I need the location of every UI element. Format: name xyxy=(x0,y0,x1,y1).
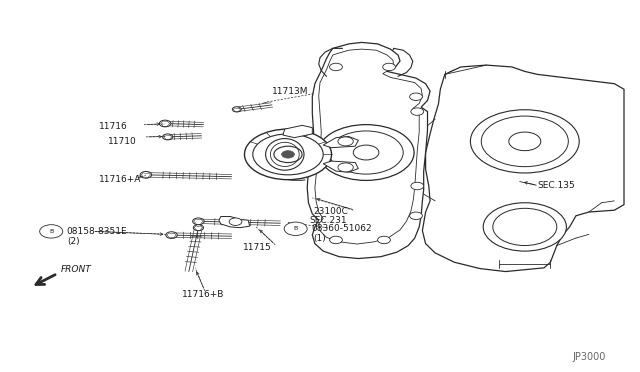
Circle shape xyxy=(483,203,566,251)
Circle shape xyxy=(193,218,204,225)
Circle shape xyxy=(353,145,379,160)
Text: 11710: 11710 xyxy=(108,137,136,146)
Text: SEC.135: SEC.135 xyxy=(538,182,575,190)
Text: 08158-8351E: 08158-8351E xyxy=(67,227,127,236)
Circle shape xyxy=(410,212,422,219)
Text: FRONT: FRONT xyxy=(61,265,92,274)
Text: 08360-51062: 08360-51062 xyxy=(311,224,372,233)
Circle shape xyxy=(411,108,424,115)
Text: B: B xyxy=(49,229,53,234)
Circle shape xyxy=(383,63,396,71)
Text: 11716: 11716 xyxy=(99,122,128,131)
Text: 23100C: 23100C xyxy=(314,207,348,216)
Text: 11713M: 11713M xyxy=(272,87,308,96)
Circle shape xyxy=(509,132,541,151)
Circle shape xyxy=(159,120,171,127)
Circle shape xyxy=(166,232,177,238)
Circle shape xyxy=(338,163,353,172)
Circle shape xyxy=(274,146,302,163)
Polygon shape xyxy=(283,125,312,138)
Circle shape xyxy=(330,236,342,244)
Circle shape xyxy=(253,134,323,175)
Polygon shape xyxy=(323,137,358,148)
Polygon shape xyxy=(422,65,624,272)
Polygon shape xyxy=(315,49,422,244)
Circle shape xyxy=(329,131,403,174)
Text: (2): (2) xyxy=(67,237,80,246)
Circle shape xyxy=(338,137,353,146)
Circle shape xyxy=(140,171,152,178)
Circle shape xyxy=(232,107,241,112)
Circle shape xyxy=(193,225,204,231)
Circle shape xyxy=(229,218,242,225)
Circle shape xyxy=(330,63,342,71)
Circle shape xyxy=(318,125,414,180)
Circle shape xyxy=(284,222,307,235)
Circle shape xyxy=(411,182,424,190)
Circle shape xyxy=(410,93,422,100)
Polygon shape xyxy=(219,217,250,228)
Circle shape xyxy=(244,129,332,180)
Text: SEC.231: SEC.231 xyxy=(309,217,347,225)
Text: (1): (1) xyxy=(314,234,326,243)
Circle shape xyxy=(163,134,173,140)
Text: 11715: 11715 xyxy=(243,243,272,252)
Circle shape xyxy=(493,208,557,246)
Polygon shape xyxy=(323,161,358,172)
Circle shape xyxy=(378,236,390,244)
Text: B: B xyxy=(294,226,298,231)
Circle shape xyxy=(470,110,579,173)
Circle shape xyxy=(481,116,568,167)
Text: 11716+B: 11716+B xyxy=(182,290,225,299)
Text: 11716+A: 11716+A xyxy=(99,175,141,184)
Circle shape xyxy=(282,151,294,158)
Polygon shape xyxy=(307,42,430,259)
Text: JP3000: JP3000 xyxy=(573,352,606,362)
Circle shape xyxy=(40,225,63,238)
